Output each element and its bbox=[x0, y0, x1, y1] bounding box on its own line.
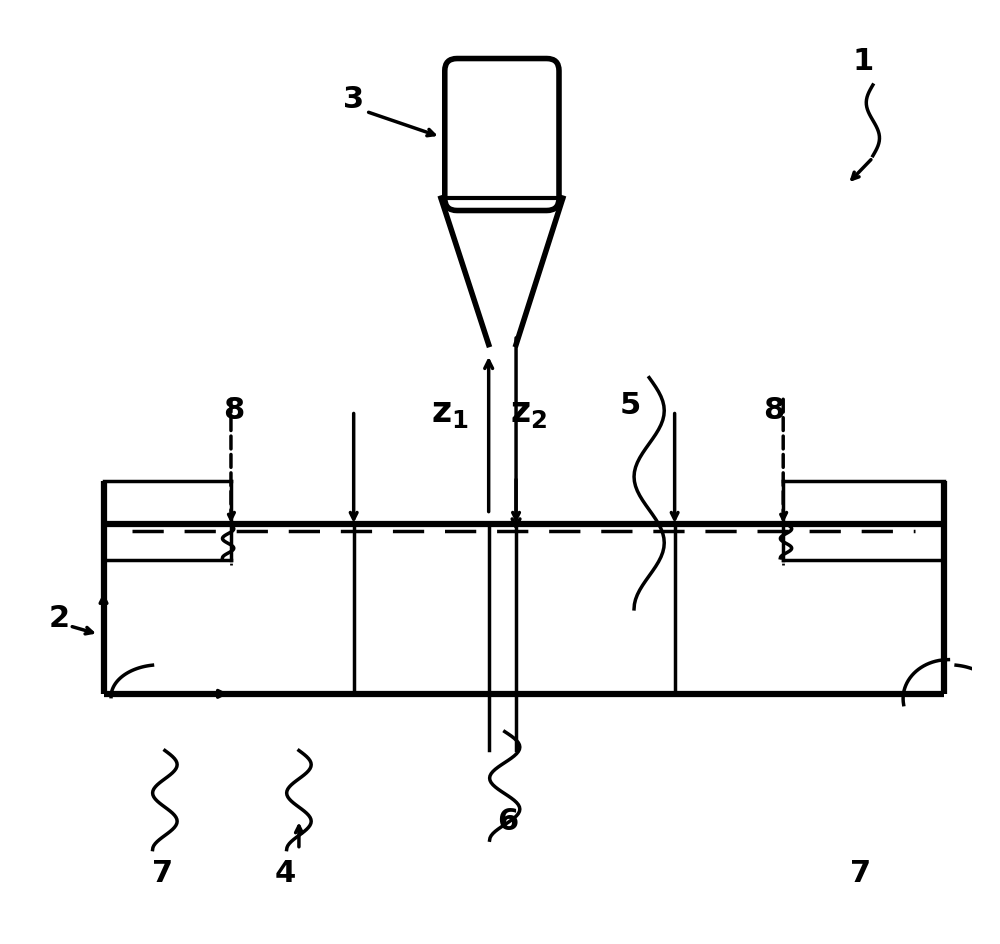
Text: 8: 8 bbox=[763, 396, 784, 425]
Text: $\mathbf{z_2}$: $\mathbf{z_2}$ bbox=[510, 396, 547, 430]
Text: 7: 7 bbox=[850, 859, 871, 887]
Text: $\mathbf{z_1}$: $\mathbf{z_1}$ bbox=[431, 396, 469, 430]
Text: 6: 6 bbox=[497, 807, 518, 835]
Text: 7: 7 bbox=[152, 859, 174, 887]
Text: 4: 4 bbox=[275, 859, 296, 887]
FancyBboxPatch shape bbox=[445, 59, 559, 211]
Text: 5: 5 bbox=[620, 392, 641, 420]
Text: 8: 8 bbox=[223, 396, 244, 425]
Text: 1: 1 bbox=[853, 47, 874, 76]
Text: 2: 2 bbox=[49, 604, 70, 632]
Text: 3: 3 bbox=[343, 85, 364, 113]
